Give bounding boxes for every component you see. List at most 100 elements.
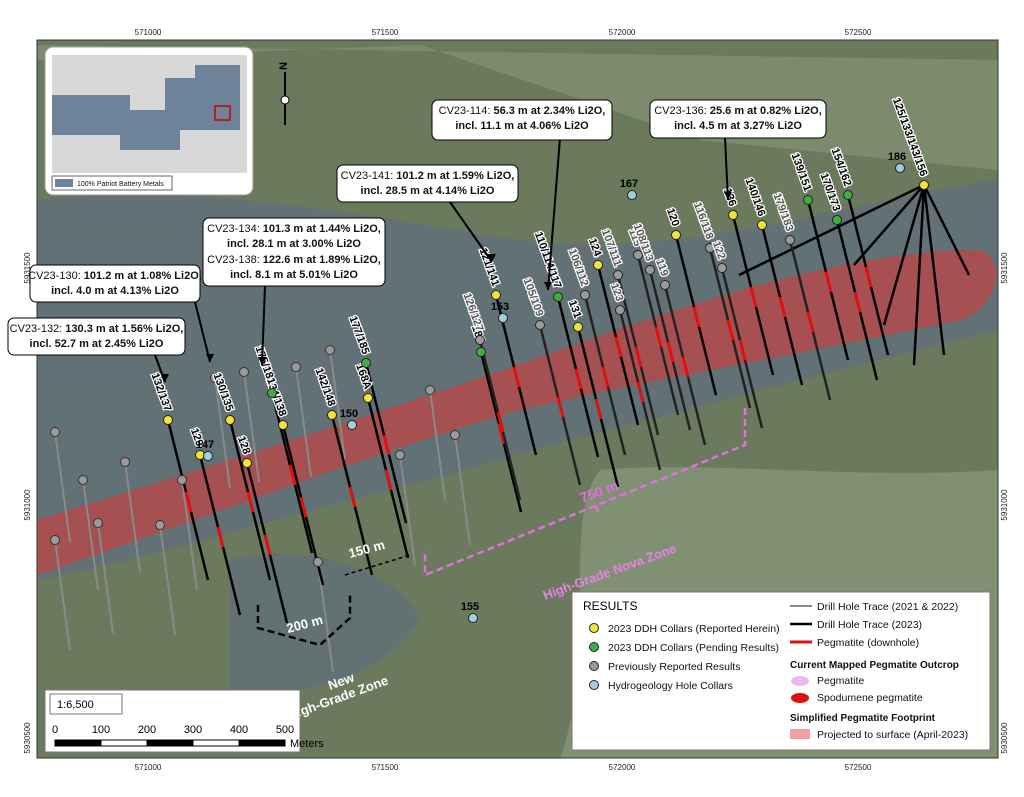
collar <box>395 450 405 460</box>
intercept: 101.3 m at 1.44% Li2O, <box>260 223 381 235</box>
coord-label: 571000 <box>135 763 162 772</box>
coord-label: 572500 <box>845 28 872 37</box>
collar <box>475 335 485 345</box>
pegmatite-interval <box>497 423 506 445</box>
collar <box>425 385 435 395</box>
drill-trace <box>295 366 312 478</box>
pegmatite-interval <box>778 296 787 318</box>
arrow-head <box>544 282 552 290</box>
collar <box>239 367 249 377</box>
scale-unit: Meters <box>290 738 324 750</box>
collar <box>347 420 357 430</box>
pegmatite-interval <box>496 411 505 433</box>
collar <box>163 415 173 425</box>
coord-label: 5930500 <box>1000 722 1009 754</box>
hole-id: CV23-136: <box>654 105 707 117</box>
pegmatite-interval <box>636 381 645 403</box>
callout-text: CV23-136: 25.6 m at 0.82% Li2O, <box>654 105 822 117</box>
callout-text: CV23-132: 130.3 m at 1.56% Li2O, <box>10 323 184 335</box>
drill-trace <box>912 184 926 366</box>
pegmatite-interval <box>853 291 862 313</box>
scale-tick: 500 <box>276 724 294 736</box>
intercept: 56.3 m at 2.34% Li2O, <box>490 105 605 117</box>
collar <box>313 557 323 567</box>
scale-segment <box>192 739 240 747</box>
drill-trace <box>738 183 925 277</box>
callout-arrow <box>261 285 266 366</box>
collar <box>757 220 767 230</box>
collar <box>210 373 220 383</box>
collar <box>728 210 738 220</box>
drill-trace <box>922 184 946 356</box>
legend-label: Drill Hole Trace (2023) <box>817 619 922 631</box>
collar <box>50 535 60 545</box>
callout-text: CV23-130: 101.2 m at 1.08% Li2O, <box>28 270 202 282</box>
collar <box>785 235 795 245</box>
arrow-head <box>724 192 732 200</box>
arrow-head <box>161 374 169 382</box>
pegmatite-interval <box>806 311 815 333</box>
legend-label: Pegmatite <box>817 675 864 687</box>
coord-label: 5930500 <box>23 722 32 754</box>
hole-label: 186 <box>888 151 906 163</box>
hole-label: 147 <box>196 439 214 451</box>
north-arrow: N <box>278 62 290 125</box>
collar <box>327 410 337 420</box>
drill-trace <box>54 539 71 651</box>
collar <box>705 243 715 253</box>
collar <box>832 215 842 225</box>
hole-label: 167 <box>620 178 638 190</box>
coord-label: 5931500 <box>23 252 32 284</box>
legend-symbol <box>589 642 599 652</box>
intercept: 122.6 m at 1.89% Li2O, <box>260 254 381 266</box>
gap-arrow <box>344 554 411 576</box>
collar <box>363 393 373 403</box>
coord-label: 572500 <box>845 763 872 772</box>
callout-arrow <box>547 137 561 291</box>
drill-trace <box>181 479 198 591</box>
callout-box <box>649 99 827 139</box>
legend-title: RESULTS <box>583 599 637 613</box>
collar <box>468 613 478 623</box>
coord-label: 572000 <box>609 28 636 37</box>
pegmatite-interval <box>654 326 663 348</box>
map-frame <box>36 39 999 759</box>
drill-trace <box>922 184 971 276</box>
pegmatite-interval <box>594 398 603 420</box>
scale-segment <box>238 739 286 747</box>
legend-label: 2023 DDH Collars (Reported Herein) <box>608 623 780 635</box>
callout-incl: incl. 11.1 m at 4.06% Li2O <box>455 120 589 132</box>
collar <box>633 250 643 260</box>
north-label: N <box>278 62 290 70</box>
callout-incl: incl. 4.0 m at 4.13% Li2O <box>51 285 179 297</box>
collar <box>553 292 563 302</box>
legend-heading: Simplified Pegmatite Footprint <box>790 713 936 724</box>
coord-label: 571000 <box>135 28 162 37</box>
callout-incl: incl. 28.1 m at 3.00% Li2O <box>227 238 361 250</box>
collar <box>267 388 277 398</box>
collar <box>177 475 187 485</box>
legend-label: Projected to surface (April-2023) <box>817 729 968 741</box>
collar <box>613 270 623 280</box>
collar <box>450 430 460 440</box>
hole-id: CV23-138: <box>207 254 260 266</box>
drill-trace <box>882 184 926 326</box>
collar <box>93 518 103 528</box>
pegmatite-interval <box>738 339 747 361</box>
pegmatite-interval <box>216 526 225 548</box>
scale-segment <box>54 739 102 747</box>
coord-label: 571500 <box>372 763 399 772</box>
hole-id: CV23-132: <box>10 323 63 335</box>
pegmatite-interval <box>726 319 735 341</box>
coord-label: 571500 <box>372 28 399 37</box>
scale-segment <box>146 739 194 747</box>
callout-arrow <box>194 301 211 363</box>
collar <box>717 263 727 273</box>
inset-legend: 100% Patriot Battery Metals <box>77 181 164 188</box>
callout-box <box>7 317 186 356</box>
hole-id: CV23-134: <box>207 223 260 235</box>
legend-label: Previously Reported Results <box>608 661 740 673</box>
collar <box>843 190 853 200</box>
scale-tick: 300 <box>184 724 202 736</box>
